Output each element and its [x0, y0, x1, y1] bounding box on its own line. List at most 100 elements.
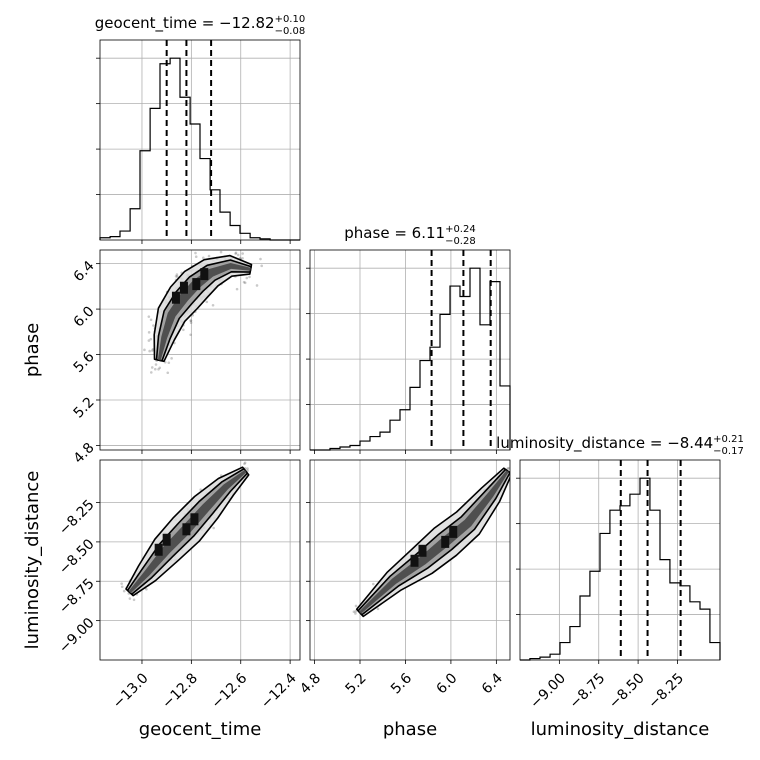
diag-title-geocent_time: geocent_time = −12.82+0.10 −0.08	[95, 14, 305, 37]
sample-point	[153, 367, 157, 371]
sample-point	[354, 612, 357, 615]
sample-point	[194, 255, 198, 259]
diag-panel-luminosity_distance: luminosity_distance = −8.44+0.21 −0.17	[496, 434, 744, 664]
x-axis-label-luminosity_distance: luminosity_distance	[531, 719, 710, 740]
sample-point	[149, 337, 153, 341]
sample-point	[189, 333, 192, 337]
density-peak-cell	[162, 533, 171, 546]
x-axis-label-geocent_time: geocent_time	[139, 719, 262, 740]
diag-title-phase: phase = 6.11+0.24 −0.28	[344, 224, 475, 247]
sample-point	[167, 361, 171, 365]
sample-point	[189, 319, 193, 323]
x-tick-label: −8.75	[567, 670, 609, 712]
sample-point	[207, 254, 211, 258]
panel-frame	[99, 249, 301, 451]
panel-frame	[99, 459, 301, 661]
density-peak-cell	[410, 554, 419, 567]
sample-point	[120, 582, 123, 585]
density-peak-cell	[190, 513, 199, 526]
sample-point	[354, 604, 358, 608]
sample-point	[145, 588, 148, 591]
x-tick-label: −12.6	[209, 670, 251, 712]
x-tick-label: 4.8	[297, 670, 324, 697]
density-contour	[157, 263, 251, 361]
panel-geocent_time-vs-luminosity_distance	[96, 459, 301, 664]
x-tick-label: 6.0	[433, 670, 460, 697]
x-tick-label: −13.0	[110, 670, 152, 712]
sample-point	[175, 273, 179, 276]
y-tick-label: 5.2	[71, 394, 98, 421]
y-tick-label: −8.25	[56, 497, 98, 539]
density-peak-cell	[449, 525, 458, 538]
sample-point	[150, 366, 154, 369]
title-main: geocent_time = −12.82	[95, 14, 275, 33]
sample-point	[120, 585, 124, 589]
x-tick-label: −12.4	[258, 670, 300, 712]
sample-point	[154, 363, 158, 366]
y-tick-label: −8.50	[56, 536, 98, 578]
sample-point	[182, 328, 185, 332]
sample-point	[507, 466, 510, 470]
sample-point	[260, 264, 264, 268]
title-plus: +0.10	[275, 14, 306, 25]
x-tick-label: −12.8	[159, 670, 201, 712]
y-axis-label-luminosity_distance: luminosity_distance	[22, 471, 43, 650]
sample-point	[211, 303, 215, 307]
density-contour	[153, 254, 253, 363]
sample-point	[166, 371, 170, 375]
diag-frame-luminosity_distance	[519, 459, 721, 661]
panel-frame	[309, 459, 511, 661]
title-plus: +0.21	[713, 434, 744, 445]
sample-point	[189, 319, 193, 323]
diag-panel-phase: phase = 6.11+0.24 −0.28	[306, 224, 511, 454]
x-tick-label: 5.2	[343, 670, 370, 697]
sample-point	[235, 287, 239, 291]
sample-point	[354, 609, 358, 613]
title-minus: −0.17	[713, 446, 744, 457]
sample-point	[236, 253, 240, 257]
sample-point	[170, 357, 173, 360]
sample-point	[243, 281, 247, 285]
sample-point	[205, 300, 209, 304]
sample-point	[147, 339, 151, 342]
panel-geocent_time-vs-phase	[96, 249, 301, 454]
sample-point	[175, 275, 179, 278]
density-peak-cell	[441, 535, 450, 548]
sample-point	[122, 589, 126, 593]
y-tick-label: −9.00	[56, 615, 98, 657]
density-peak-cell	[171, 291, 180, 304]
sample-point	[255, 284, 259, 287]
density-peak-cell	[182, 523, 191, 536]
sample-point	[189, 321, 193, 325]
y-tick-label: 5.6	[71, 349, 98, 376]
x-tick-label: −8.25	[645, 670, 687, 712]
diag-grid-phase	[310, 250, 510, 450]
sample-point	[259, 257, 262, 261]
x-tick-label: 6.4	[479, 670, 506, 697]
density-peak-cell	[192, 278, 201, 291]
y-tick-label: 6.4	[71, 258, 98, 285]
sample-point	[150, 349, 154, 352]
sample-point	[143, 348, 146, 352]
diag-grid-luminosity_distance	[520, 460, 720, 660]
sample-point	[152, 324, 155, 327]
y-tick-label: 6.0	[71, 303, 98, 330]
sample-point	[149, 371, 153, 374]
diag-frame-geocent_time	[99, 39, 301, 241]
x-tick-label: 5.6	[388, 670, 415, 697]
sample-point	[241, 256, 244, 260]
sample-point	[242, 280, 246, 284]
histogram-phase	[310, 267, 511, 451]
sample-point	[201, 256, 205, 260]
sample-point	[147, 315, 151, 318]
sample-point	[352, 610, 356, 614]
sample-point	[234, 252, 237, 255]
sample-point	[157, 367, 160, 371]
sample-point	[506, 467, 510, 470]
sample-point	[212, 526, 215, 530]
sample-point	[219, 250, 223, 254]
y-tick-label: 4.8	[71, 440, 98, 467]
title-minus: −0.08	[275, 26, 306, 37]
density-peak-cell	[418, 544, 427, 557]
